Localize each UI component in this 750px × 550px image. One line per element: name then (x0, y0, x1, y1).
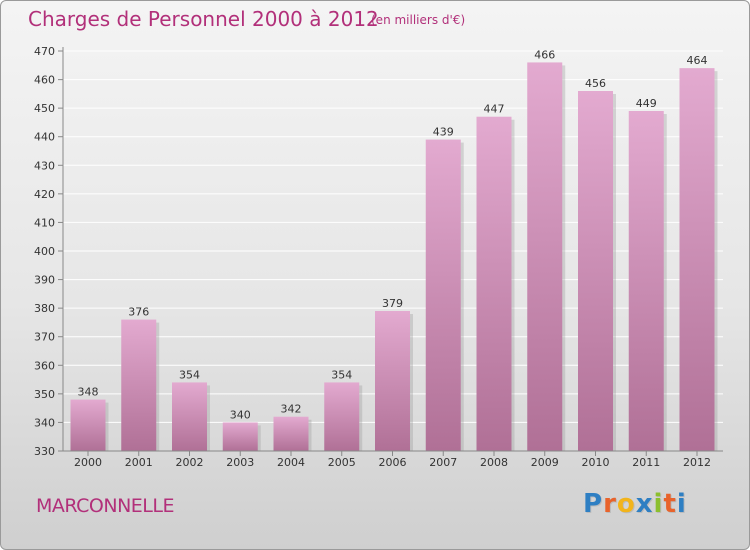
x-tick-label: 2008 (480, 456, 508, 469)
x-tick-label: 2007 (429, 456, 457, 469)
logo-letter: i (676, 489, 687, 519)
x-tick-label: 2011 (632, 456, 660, 469)
y-tick-label: 440 (34, 131, 55, 144)
data-label: 354 (179, 368, 200, 381)
y-tick-label: 380 (34, 302, 55, 315)
y-tick-label: 350 (34, 388, 55, 401)
x-tick-label: 2001 (125, 456, 153, 469)
bar-2003 (222, 422, 258, 451)
bar-2006 (375, 311, 410, 451)
logo-letter: x (635, 489, 654, 519)
data-label: 376 (128, 306, 149, 319)
y-tick-label: 400 (34, 245, 55, 258)
y-tick-label: 360 (34, 359, 55, 372)
x-tick-label: 2006 (379, 456, 407, 469)
bar-2009 (527, 62, 563, 452)
data-label: 466 (534, 48, 555, 61)
logo-letter: o (616, 489, 636, 519)
bar-2007 (425, 139, 461, 452)
bar-2001 (121, 319, 157, 451)
y-tick-label: 430 (34, 159, 55, 172)
bar-2011 (628, 111, 664, 451)
logo-letter: r (603, 489, 617, 519)
bar-2005 (324, 382, 360, 451)
x-tick-label: 2000 (74, 456, 102, 469)
logo-letter: t (663, 489, 677, 519)
data-label: 464 (687, 54, 708, 67)
data-label: 340 (230, 408, 251, 421)
bar-2004 (273, 416, 309, 451)
data-label: 354 (331, 368, 352, 381)
x-tick-label: 2012 (683, 456, 711, 469)
chart-title: Charges de Personnel 2000 à 2012 (28, 7, 379, 31)
chart-subtitle: (en milliers d'€) (371, 13, 466, 27)
bar-2010 (578, 91, 613, 451)
x-tick-label: 2005 (328, 456, 356, 469)
y-tick-label: 390 (34, 274, 55, 287)
bar-2002 (172, 382, 207, 451)
data-label: 456 (585, 77, 606, 90)
y-tick-label: 420 (34, 188, 55, 201)
x-tick-label: 2003 (226, 456, 254, 469)
bar-2000 (70, 399, 106, 451)
data-label: 439 (433, 126, 454, 139)
bar-2012 (679, 68, 715, 452)
commune-name: MARCONNELLE (36, 495, 174, 517)
y-tick-label: 470 (34, 45, 55, 58)
data-label: 447 (484, 103, 505, 116)
y-tick-label: 460 (34, 74, 55, 87)
y-tick-label: 340 (34, 416, 55, 429)
data-label: 379 (382, 297, 403, 310)
y-tick-label: 450 (34, 102, 55, 115)
x-tick-label: 2009 (531, 456, 559, 469)
y-tick-label: 330 (34, 445, 55, 458)
x-tick-label: 2010 (582, 456, 610, 469)
x-tick-label: 2002 (176, 456, 204, 469)
bar-2008 (476, 116, 512, 451)
y-tick-label: 370 (34, 331, 55, 344)
proxiti-logo: Proxiti (583, 489, 687, 519)
y-tick-label: 410 (34, 216, 55, 229)
logo-letter: i (653, 489, 664, 519)
data-label: 449 (636, 97, 657, 110)
data-label: 342 (281, 403, 302, 416)
x-tick-label: 2004 (277, 456, 305, 469)
data-label: 348 (78, 386, 99, 399)
logo-letter: P (583, 489, 604, 519)
